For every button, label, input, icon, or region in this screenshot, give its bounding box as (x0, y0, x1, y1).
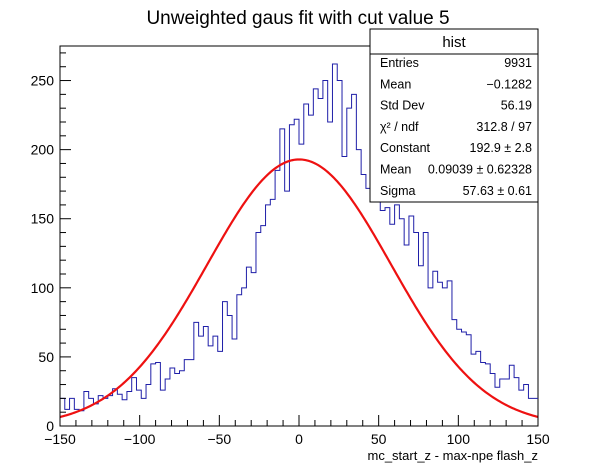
stats-row-value: 56.19 (501, 99, 532, 113)
x-tick-label: 50 (371, 431, 387, 447)
stats-box: hist Entries 9931 Mean −0.1282 Std Dev 56.19 χ… (369, 28, 539, 203)
stats-box-frame (369, 28, 539, 203)
y-tick-label: 250 (31, 73, 55, 89)
x-tick-label: −100 (124, 431, 156, 447)
stats-row-value: 0.09039 ± 0.62328 (428, 163, 532, 177)
y-tick-label: 0 (46, 418, 54, 434)
y-axis: 0 50 100 150 200 250 (31, 52, 71, 434)
stats-row-label: Constant (380, 141, 431, 155)
stats-row-value: −0.1282 (486, 77, 532, 91)
stats-row-label: Mean (380, 77, 411, 91)
stats-row-value: 312.8 / 97 (476, 120, 532, 134)
y-tick-label: 200 (31, 142, 55, 158)
x-tick-label: 150 (526, 431, 550, 447)
stats-row-label: Std Dev (380, 99, 425, 113)
stats-box-title: hist (442, 34, 466, 51)
stats-row-value: 192.9 ± 2.8 (470, 141, 533, 155)
stats-rows: Entries 9931 Mean −0.1282 Std Dev 56.19 χ² / n… (380, 56, 532, 198)
y-tick-label: 100 (31, 280, 55, 296)
stats-row-label: χ² / ndf (380, 120, 419, 134)
stats-row-label: Sigma (380, 184, 415, 198)
x-tick-label: 100 (447, 431, 471, 447)
x-tick-label: −150 (44, 431, 76, 447)
x-tick-label: 0 (295, 431, 303, 447)
x-axis: −150 −100 −50 0 50 100 150 (44, 415, 550, 447)
gaussian-fit-curve (59, 158, 539, 419)
stats-row-label: Entries (380, 56, 419, 70)
x-axis-label: mc_start_z - max-npe flash_z (367, 448, 538, 463)
chart-title: Unweighted gaus fit with cut value 5 (146, 8, 449, 29)
stats-row-value: 9931 (504, 56, 532, 70)
x-tick-label: −50 (207, 431, 231, 447)
stats-row-label: Mean (380, 163, 411, 177)
histogram-series (60, 63, 538, 412)
stats-row-value: 57.63 ± 0.61 (463, 184, 532, 198)
y-tick-label: 150 (31, 211, 55, 227)
y-tick-label: 50 (38, 349, 54, 365)
